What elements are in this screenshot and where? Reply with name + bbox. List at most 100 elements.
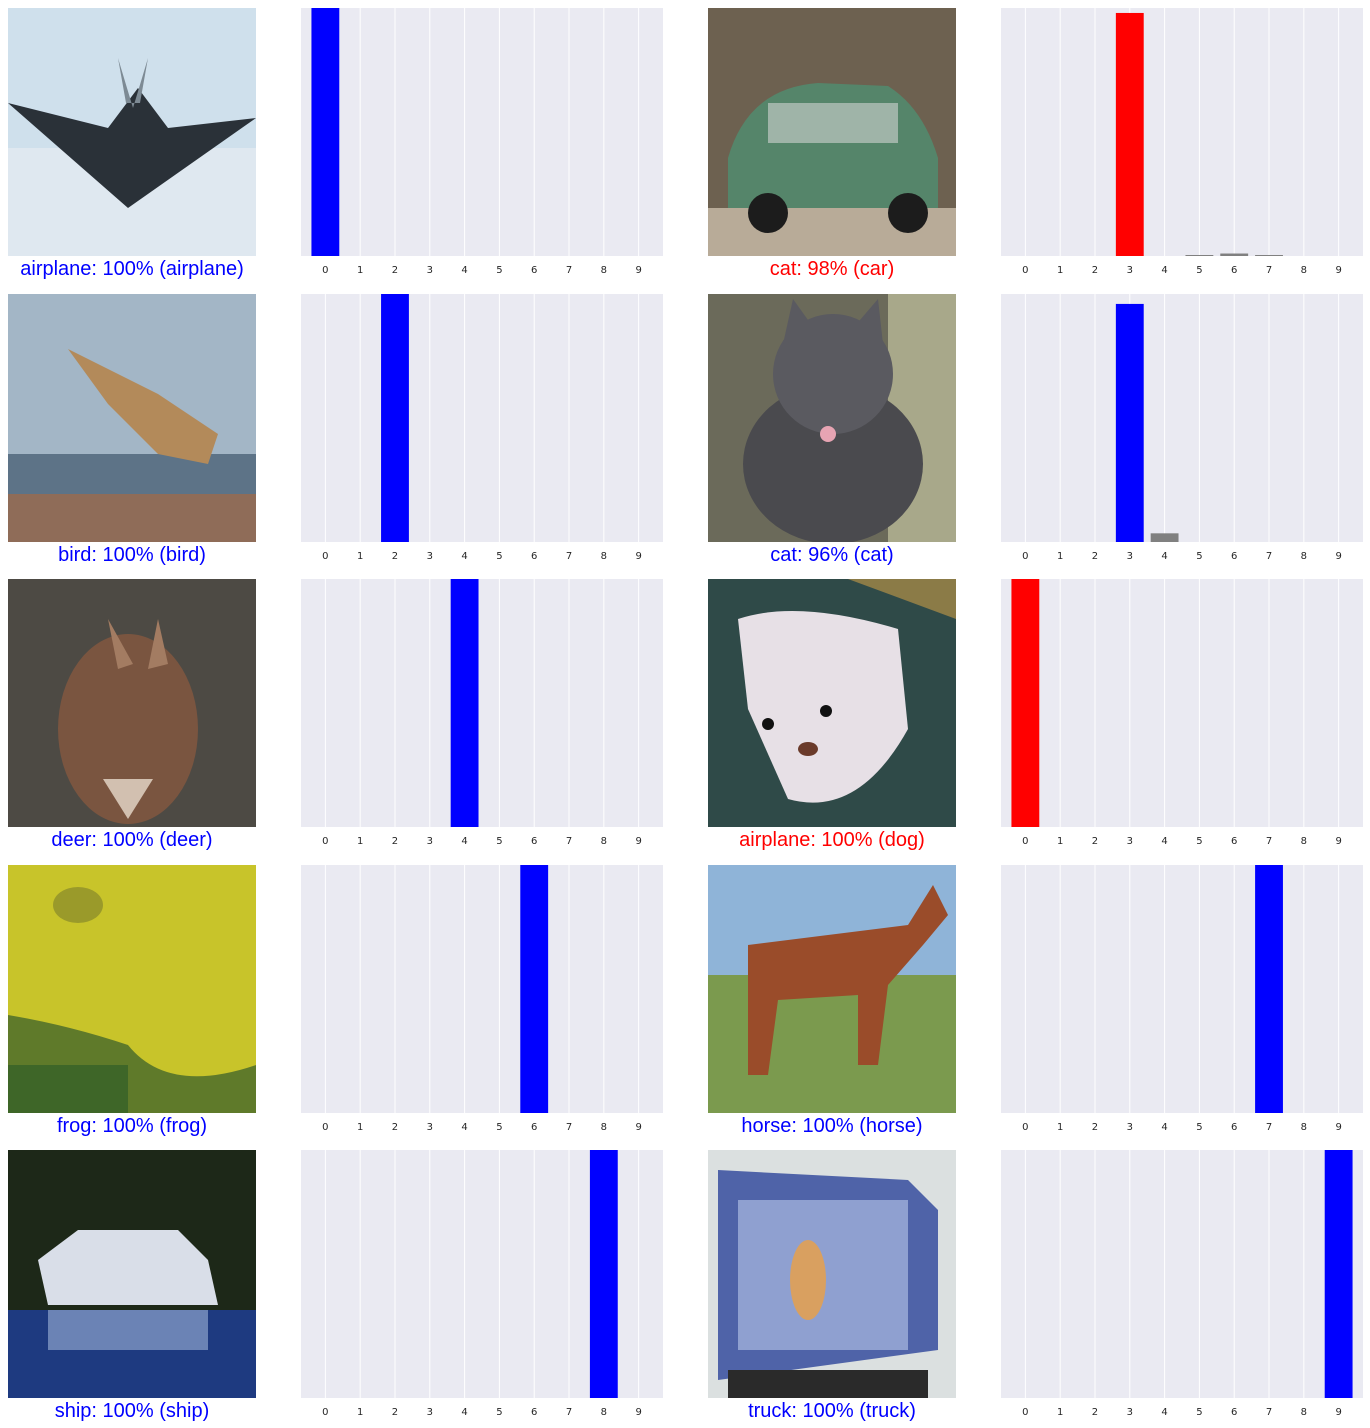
x-tick-label: 9	[635, 265, 641, 276]
x-tick-label: 7	[1266, 1122, 1272, 1133]
x-tick-label: 3	[427, 551, 433, 562]
x-tick-label: 5	[496, 1407, 502, 1418]
cat-image	[708, 294, 956, 542]
x-tick-label: 4	[1161, 265, 1167, 276]
x-tick-label: 6	[531, 265, 537, 276]
x-tick-label: 1	[357, 1407, 363, 1418]
prediction-caption: bird: 100% (bird)	[58, 544, 206, 566]
x-tick-label: 7	[566, 1122, 572, 1133]
probability-bar-chart: 0 1 2 3 4 5 6 7 8 9	[301, 294, 663, 562]
x-tick-label: 3	[427, 1122, 433, 1133]
bar-class-6	[1220, 253, 1249, 256]
x-tick-label: 6	[1231, 1407, 1237, 1418]
probability-bar-chart: 0 1 2 3 4 5 6 7 8 9	[1001, 579, 1363, 847]
x-tick-label: 1	[357, 551, 363, 562]
x-tick-label: 5	[1196, 265, 1202, 276]
x-tick-label: 9	[635, 1407, 641, 1418]
x-tick-label: 0	[1022, 265, 1028, 276]
x-tick-label: 9	[1335, 836, 1341, 847]
x-tick-label: 7	[566, 551, 572, 562]
frog-image	[8, 865, 256, 1113]
x-tick-label: 4	[1161, 836, 1167, 847]
bar-class-4	[450, 579, 479, 827]
x-tick-label: 1	[1057, 551, 1063, 562]
x-tick-label: 2	[1092, 836, 1098, 847]
deer-image	[8, 579, 256, 827]
bar-class-9	[1324, 1150, 1353, 1398]
x-tick-label: 6	[1231, 265, 1237, 276]
x-tick-label: 8	[1301, 1407, 1307, 1418]
x-tick-label: 8	[1301, 265, 1307, 276]
x-tick-label: 9	[635, 551, 641, 562]
x-tick-label: 9	[1335, 265, 1341, 276]
x-tick-label: 0	[1022, 1407, 1028, 1418]
x-tick-label: 8	[601, 265, 607, 276]
probability-bar-chart: 0 1 2 3 4 5 6 7 8 9	[1001, 8, 1363, 276]
x-tick-label: 1	[1057, 1407, 1063, 1418]
x-tick-label: 6	[1231, 551, 1237, 562]
bar-class-8	[589, 1150, 618, 1398]
bar-class-7	[1255, 865, 1283, 1113]
x-tick-label: 3	[1127, 265, 1133, 276]
x-tick-label: 8	[601, 1122, 607, 1133]
x-tick-label: 0	[322, 551, 328, 562]
prediction-caption: truck: 100% (truck)	[748, 1400, 916, 1422]
probability-bar-chart: 0 1 2 3 4 5 6 7 8 9	[301, 1150, 663, 1418]
x-tick-label: 4	[461, 265, 467, 276]
x-tick-label: 3	[427, 265, 433, 276]
prediction-caption: horse: 100% (horse)	[741, 1115, 923, 1137]
probability-bar-chart: 0 1 2 3 4 5 6 7 8 9	[1001, 294, 1363, 562]
x-tick-label: 0	[1022, 1122, 1028, 1133]
x-tick-label: 2	[392, 1407, 398, 1418]
x-tick-label: 9	[1335, 1407, 1341, 1418]
x-tick-label: 7	[1266, 265, 1272, 276]
x-tick-label: 6	[1231, 836, 1237, 847]
bar-class-0	[1011, 579, 1040, 827]
x-tick-label: 4	[461, 551, 467, 562]
x-tick-label: 1	[1057, 836, 1063, 847]
x-tick-label: 5	[496, 551, 502, 562]
x-tick-label: 5	[496, 836, 502, 847]
x-tick-label: 3	[1127, 1407, 1133, 1418]
x-tick-label: 7	[1266, 1407, 1272, 1418]
x-tick-label: 7	[566, 836, 572, 847]
x-tick-label: 3	[1127, 836, 1133, 847]
x-tick-label: 9	[635, 836, 641, 847]
x-tick-label: 7	[1266, 551, 1272, 562]
x-tick-label: 9	[635, 1122, 641, 1133]
x-tick-label: 0	[1022, 836, 1028, 847]
bar-class-7	[1255, 255, 1283, 256]
x-tick-label: 8	[601, 836, 607, 847]
probability-bar-chart: 0 1 2 3 4 5 6 7 8 9	[301, 579, 663, 847]
x-tick-label: 3	[427, 836, 433, 847]
x-tick-label: 4	[1161, 1122, 1167, 1133]
bar-class-0	[311, 8, 340, 256]
x-tick-label: 7	[566, 265, 572, 276]
x-tick-label: 9	[1335, 1122, 1341, 1133]
probability-bar-chart: 0 1 2 3 4 5 6 7 8 9	[1001, 865, 1363, 1133]
prediction-caption: cat: 98% (car)	[769, 258, 895, 280]
airplane-image	[8, 8, 256, 256]
prediction-caption: cat: 96% (cat)	[770, 544, 894, 566]
x-tick-label: 2	[1092, 1122, 1098, 1133]
x-tick-label: 8	[1301, 551, 1307, 562]
x-tick-label: 4	[1161, 551, 1167, 562]
x-tick-label: 4	[1161, 1407, 1167, 1418]
x-tick-label: 1	[1057, 1122, 1063, 1133]
prediction-caption: ship: 100% (ship)	[54, 1400, 210, 1422]
x-tick-label: 5	[496, 265, 502, 276]
x-tick-label: 2	[1092, 551, 1098, 562]
x-tick-label: 5	[1196, 551, 1202, 562]
x-tick-label: 9	[1335, 551, 1341, 562]
x-tick-label: 2	[1092, 1407, 1098, 1418]
x-tick-label: 1	[1057, 265, 1063, 276]
x-tick-label: 6	[531, 551, 537, 562]
bar-class-3	[1115, 303, 1144, 542]
x-tick-label: 2	[392, 265, 398, 276]
x-tick-label: 6	[531, 1407, 537, 1418]
x-tick-label: 0	[322, 265, 328, 276]
prediction-caption: airplane: 100% (airplane)	[20, 258, 244, 280]
x-tick-label: 0	[1022, 551, 1028, 562]
bar-class-6	[520, 865, 549, 1113]
bar-class-5	[1185, 255, 1214, 256]
